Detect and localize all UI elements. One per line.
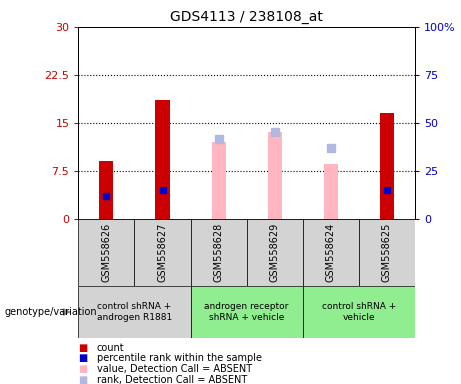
Text: ■: ■ <box>78 364 88 374</box>
Bar <box>303 219 359 286</box>
Text: percentile rank within the sample: percentile rank within the sample <box>97 353 262 363</box>
Text: GSM558625: GSM558625 <box>382 223 392 282</box>
Text: rank, Detection Call = ABSENT: rank, Detection Call = ABSENT <box>97 375 247 384</box>
Text: value, Detection Call = ABSENT: value, Detection Call = ABSENT <box>97 364 252 374</box>
Text: control shRNA +
androgen R1881: control shRNA + androgen R1881 <box>97 302 172 322</box>
Text: GSM558628: GSM558628 <box>213 223 224 282</box>
Bar <box>135 219 190 286</box>
Bar <box>324 164 338 219</box>
Text: count: count <box>97 343 124 353</box>
Bar <box>78 286 190 338</box>
Bar <box>212 142 225 219</box>
Text: androgen receptor
shRNA + vehicle: androgen receptor shRNA + vehicle <box>204 302 289 322</box>
Bar <box>303 286 415 338</box>
Text: genotype/variation: genotype/variation <box>5 307 97 317</box>
Text: GSM558626: GSM558626 <box>101 223 112 282</box>
Bar <box>247 219 303 286</box>
Text: ■: ■ <box>78 353 88 363</box>
Bar <box>380 113 394 219</box>
Bar <box>190 219 247 286</box>
Title: GDS4113 / 238108_at: GDS4113 / 238108_at <box>170 10 323 25</box>
Bar <box>78 219 135 286</box>
Text: ■: ■ <box>78 375 88 384</box>
Text: GSM558629: GSM558629 <box>270 223 280 282</box>
Bar <box>190 286 303 338</box>
Text: GSM558627: GSM558627 <box>158 223 167 282</box>
Bar <box>359 219 415 286</box>
Bar <box>100 161 113 219</box>
Text: control shRNA +
vehicle: control shRNA + vehicle <box>322 302 396 322</box>
Bar <box>155 101 170 219</box>
Bar <box>268 132 282 219</box>
Text: GSM558624: GSM558624 <box>326 223 336 282</box>
Text: ■: ■ <box>78 343 88 353</box>
